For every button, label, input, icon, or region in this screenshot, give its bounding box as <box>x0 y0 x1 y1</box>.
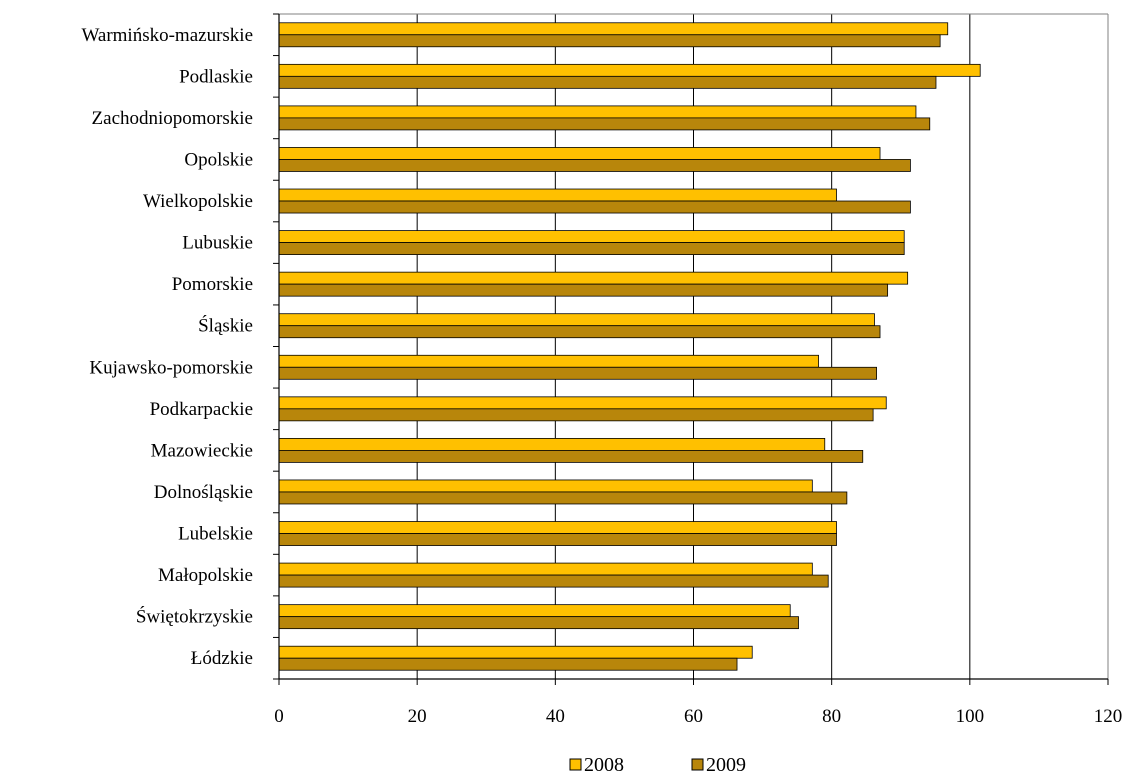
bar-2008 <box>278 354 819 368</box>
bar-2009 <box>278 117 931 131</box>
bar-2009 <box>278 657 738 671</box>
category-label: Podkarpackie <box>150 399 253 420</box>
legend-swatch-2009 <box>691 758 704 771</box>
bar-2008 <box>278 521 837 534</box>
category-label: Podlaskie <box>179 66 253 87</box>
category-label: Dolnośląskie <box>154 482 253 503</box>
bar-2009 <box>278 325 881 339</box>
bar-2008 <box>278 562 813 576</box>
x-tick-label: 60 <box>684 706 703 727</box>
x-tick-label: 80 <box>822 706 841 727</box>
legend-label-2009: 2009 <box>706 754 746 776</box>
bar-2009 <box>278 242 905 255</box>
category-labels: Warmińsko-mazurskie Podlaskie Zachodniopom… <box>81 25 253 669</box>
bar-2008 <box>278 604 791 618</box>
bar-2009 <box>278 200 911 214</box>
category-label: Małopolskie <box>158 565 253 586</box>
bar-2009 <box>278 283 889 297</box>
bar-2009 <box>278 491 848 505</box>
x-tick-label: 100 <box>956 706 985 727</box>
x-tick-label: 20 <box>408 706 427 727</box>
bar-2008 <box>278 438 826 451</box>
bar-2008 <box>278 271 909 285</box>
legend-label-2008: 2008 <box>584 754 624 776</box>
bar-2008 <box>278 105 917 119</box>
axes <box>273 13 1109 685</box>
bar-2009 <box>278 34 941 48</box>
category-label: Pomorskie <box>172 274 253 295</box>
bar-2009 <box>278 574 829 588</box>
bar-2008 <box>278 396 887 410</box>
category-label: Lubuskie <box>182 233 253 254</box>
bar-2008 <box>278 479 813 493</box>
bar-2008 <box>278 230 905 243</box>
bar-2009 <box>278 408 874 422</box>
bar-2009 <box>278 450 864 463</box>
bar-2008 <box>278 147 881 160</box>
category-label: Opolskie <box>184 149 253 170</box>
bar-2009 <box>278 533 837 546</box>
x-tick-label: 0 <box>274 706 284 727</box>
category-label: Wielkopolskie <box>143 191 253 212</box>
bar-2008 <box>278 22 949 36</box>
category-label: Kujawsko-pomorskie <box>89 357 253 378</box>
bar-2009 <box>278 366 877 380</box>
category-label: Śląskie <box>198 315 253 337</box>
bar-2009 <box>278 75 937 89</box>
category-label: Warmińsko-mazurskie <box>81 25 253 46</box>
x-tick-label: 120 <box>1094 706 1123 727</box>
bar-2008 <box>278 63 981 77</box>
bars <box>278 22 981 671</box>
category-label: Świętokrzyskie <box>136 606 253 628</box>
category-label: Zachodniopomorskie <box>92 108 253 129</box>
legend-swatch-2008 <box>569 758 582 771</box>
bar-2009 <box>278 159 911 172</box>
x-tick-labels: 0 20 40 60 80 100 120 <box>274 706 1122 727</box>
category-label: Lubelskie <box>178 524 253 545</box>
legend: 2008 2009 <box>569 754 746 776</box>
bar-2008 <box>278 188 837 202</box>
category-label: Łódzkie <box>191 648 253 669</box>
category-label: Mazowieckie <box>151 440 253 461</box>
x-tick-label: 40 <box>546 706 565 727</box>
bar-2008 <box>278 313 875 327</box>
bar-2009 <box>278 616 799 630</box>
bar-2008 <box>278 645 753 659</box>
